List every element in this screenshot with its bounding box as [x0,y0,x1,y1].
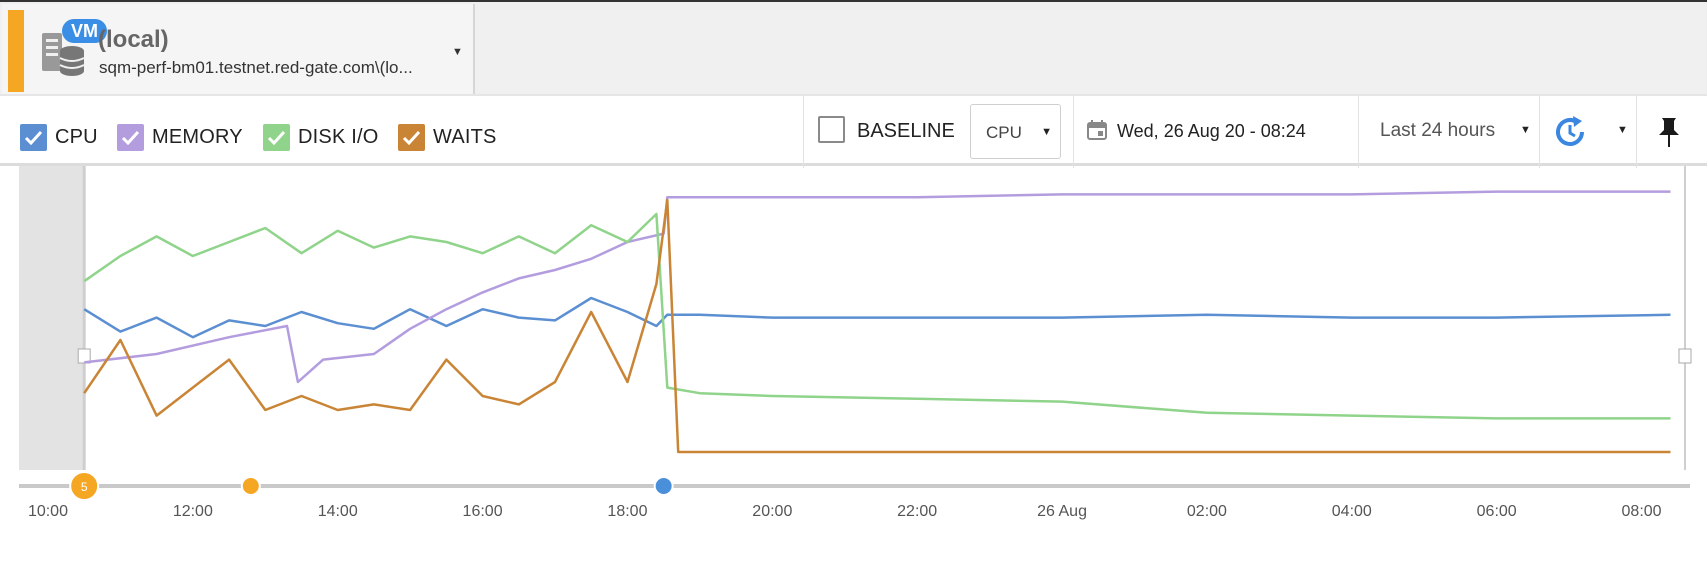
server-header: VM (local) sqm-perf-bm01.testnet.red-gat… [0,0,1707,94]
baseline-metric-select[interactable]: CPU ▼ [970,104,1061,159]
auto-refresh-icon[interactable] [1552,114,1588,150]
x-tick-label: 10:00 [28,503,68,520]
series-line-waits [83,198,1671,454]
x-tick-label: 14:00 [318,503,358,520]
x-tick-label: 20:00 [752,503,792,520]
x-tick-label: 22:00 [897,503,937,520]
checkbox-checked-icon[interactable] [263,123,290,151]
x-tick-label: 04:00 [1332,503,1372,520]
divider [1636,96,1637,168]
chart-toolbar: CPU MEMORY DISK I/O WAITS BASELINE CPU ▼… [0,94,1707,168]
server-selector[interactable]: VM (local) sqm-perf-bm01.testnet.red-gat… [2,4,475,94]
history-shade [19,166,85,470]
marker-count: 5 [81,480,88,494]
x-tick-label: 16:00 [463,503,503,520]
timeline-marker[interactable] [69,471,100,501]
divider [1073,96,1074,168]
caret-down-icon[interactable]: ▼ [1520,124,1531,136]
performance-chart: 5 10:00 12:00 14:00 16:00 18:00 20:00 22:00 26 … [19,166,1692,520]
series-line-memory [84,190,1671,384]
legend-label: MEMORY [152,125,243,148]
legend-label: CPU [55,125,98,148]
legend-toggle-waits[interactable]: WAITS [398,122,497,152]
time-range-select[interactable]: Last 24 hours [1380,120,1496,141]
x-tick-label: 18:00 [607,503,647,520]
divider [1358,96,1359,168]
pin-icon[interactable] [1656,116,1682,148]
divider [803,96,804,168]
checkbox-checked-icon[interactable] [117,123,144,151]
status-indicator [8,10,24,92]
server-host: sqm-perf-bm01.testnet.red-gate.com\(lo..… [99,58,413,77]
x-tick-label: 06:00 [1477,503,1517,520]
timeline-marker[interactable] [653,476,674,496]
calendar-icon[interactable] [1087,120,1107,140]
caret-down-icon[interactable]: ▼ [452,46,463,58]
legend-label: DISK I/O [298,125,379,148]
legend-toggle-disk-io[interactable]: DISK I/O [263,122,379,152]
range-start-handle[interactable] [77,348,91,364]
server-title: (local) [98,26,169,53]
baseline-checkbox[interactable] [818,116,845,143]
x-tick-label: 08:00 [1622,503,1662,520]
vm-badge: VM [62,19,107,43]
checkbox-checked-icon[interactable] [20,123,47,151]
baseline-label: BASELINE [857,120,955,142]
x-tick-label: 26 Aug [1037,503,1087,520]
legend-label: WAITS [433,125,497,148]
timeline-marker[interactable] [240,476,261,496]
select-value: CPU [986,123,1022,142]
legend-toggle-memory[interactable]: MEMORY [117,122,243,152]
checkbox-checked-icon[interactable] [398,123,425,151]
divider [1539,96,1540,168]
series-line-disk-i-o [83,212,1671,420]
caret-down-icon: ▼ [1041,126,1052,138]
database-server-icon [42,33,85,76]
date-picker[interactable]: Wed, 26 Aug 20 - 08:24 [1117,121,1306,141]
caret-down-icon[interactable]: ▼ [1617,124,1628,136]
range-end-handle[interactable] [1678,348,1692,364]
series-line-cpu [83,296,1671,339]
x-tick-label: 02:00 [1187,503,1227,520]
legend-toggle-cpu[interactable]: CPU [20,122,98,152]
x-tick-label: 12:00 [173,503,213,520]
